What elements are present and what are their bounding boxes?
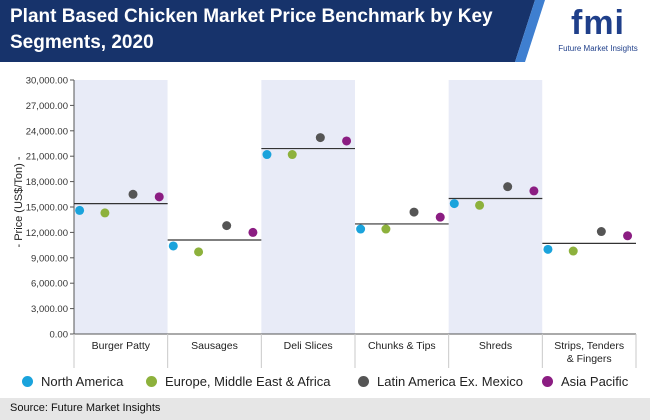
data-point <box>222 221 232 231</box>
x-axis: Burger Patty Sausages Deli Slices Chunks & … <box>73 333 637 368</box>
category-band <box>542 80 636 334</box>
legend-item: Asia Pacific <box>542 374 628 389</box>
data-point <box>503 182 513 192</box>
y-axis-label: - Price (US$/Ton) - <box>13 156 25 247</box>
header-banner: Plant Based Chicken Market Price Benchma… <box>0 0 650 62</box>
legend-item: North America <box>22 374 123 389</box>
data-point <box>381 224 391 234</box>
legend-label: Asia Pacific <box>561 374 629 389</box>
data-point <box>623 231 633 241</box>
y-tick-label: 0.00 <box>50 330 69 341</box>
y-axis: 0.00 3,000.00 6,000.00 9,000.00 12,000.00 15,… <box>26 76 75 341</box>
page-title: Plant Based Chicken Market Price Benchma… <box>10 6 493 53</box>
data-point <box>168 241 178 251</box>
y-tick-label: 24,000.00 <box>26 126 68 137</box>
legend-marker <box>146 376 157 387</box>
x-tick-label: Shreds <box>479 340 512 352</box>
data-point <box>75 205 85 215</box>
x-tick-label: Sausages <box>191 340 238 352</box>
logo-subtitle: Future Market Insights <box>558 44 638 53</box>
data-point <box>128 189 138 199</box>
data-point <box>409 207 419 217</box>
x-tick-label: Burger Patty <box>92 340 151 352</box>
category-band <box>74 80 168 334</box>
x-tick-label: Strips, Tenders & Fingers <box>554 340 624 365</box>
legend-marker <box>22 376 33 387</box>
data-point <box>154 192 164 202</box>
y-tick-label: 12,000.00 <box>26 228 68 239</box>
y-tick-label: 30,000.00 <box>26 76 68 87</box>
y-tick-label: 3,000.00 <box>31 304 68 315</box>
price-benchmark-chart: 0.00 3,000.00 6,000.00 9,000.00 12,000.00 15,… <box>13 76 637 368</box>
legend-label: North America <box>41 374 124 389</box>
data-point <box>262 150 272 160</box>
category-band <box>261 80 355 334</box>
data-point <box>543 244 553 254</box>
data-point <box>449 199 459 209</box>
legend-label: Europe, Middle East & Africa <box>165 374 331 389</box>
data-point <box>356 224 366 234</box>
legend-item: Latin America Ex. Mexico <box>358 374 523 389</box>
y-tick-label: 6,000.00 <box>31 279 68 290</box>
data-point <box>568 246 578 256</box>
benchmark-lines <box>74 147 636 245</box>
y-tick-label: 15,000.00 <box>26 203 68 214</box>
source-note: Source: Future Market Insights <box>10 402 161 414</box>
legend-item: Europe, Middle East & Africa <box>146 374 330 389</box>
data-point <box>342 136 352 146</box>
legend-marker <box>542 376 553 387</box>
category-bands <box>74 80 636 334</box>
logo-text: fmi <box>571 4 625 42</box>
data-points <box>75 133 633 257</box>
data-point <box>194 247 204 257</box>
y-tick-label: 21,000.00 <box>26 152 68 163</box>
x-tick-label: Deli Slices <box>284 340 333 352</box>
header-background <box>0 0 545 62</box>
footer-bar: Source: Future Market Insights <box>0 398 650 420</box>
data-point <box>248 227 258 237</box>
legend-label: Latin America Ex. Mexico <box>377 374 523 389</box>
data-point <box>100 208 110 218</box>
y-tick-label: 27,000.00 <box>26 101 68 112</box>
legend-marker <box>358 376 369 387</box>
category-band <box>355 80 449 334</box>
category-band <box>167 80 262 334</box>
y-tick-label: 18,000.00 <box>26 177 68 188</box>
data-point <box>315 133 325 143</box>
fmi-logo: fmi Future Market Insights <box>548 4 648 58</box>
data-point <box>596 227 606 237</box>
data-point <box>287 150 297 160</box>
data-point <box>475 200 485 210</box>
data-point <box>529 186 539 196</box>
category-band <box>448 80 543 334</box>
y-tick-label: 9,000.00 <box>31 253 68 264</box>
chart-legend: North America Europe, Middle East & Afric… <box>0 374 650 394</box>
x-tick-label: Chunks & Tips <box>368 340 436 352</box>
data-point <box>435 212 445 222</box>
